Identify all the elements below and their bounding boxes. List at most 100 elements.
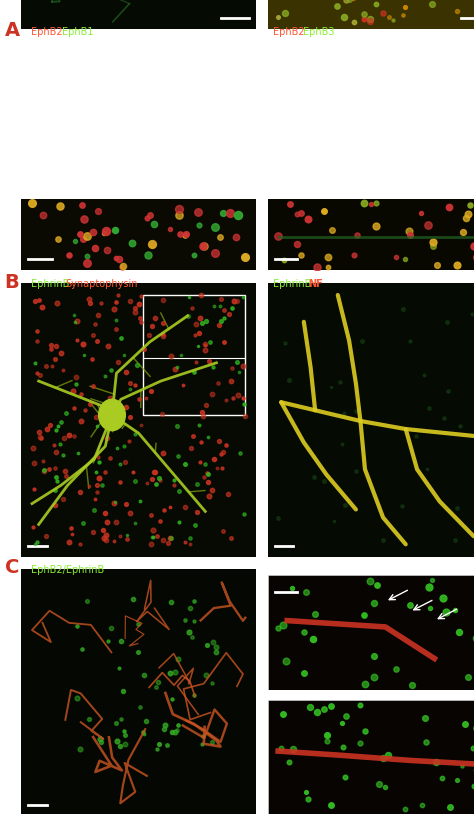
Point	[200, 239, 207, 253]
Point	[197, 435, 205, 449]
Point	[40, 463, 47, 476]
Point	[184, 309, 191, 322]
Point	[51, 461, 59, 475]
Point	[350, 248, 358, 262]
Point	[83, 256, 91, 269]
Point	[219, 445, 227, 459]
Point	[131, 516, 138, 529]
Point	[471, 239, 474, 253]
Point	[172, 361, 179, 375]
Point	[161, 723, 168, 736]
Point	[101, 465, 109, 479]
Point	[327, 799, 335, 812]
Point	[217, 230, 224, 243]
Point	[174, 652, 182, 666]
Text: EphB1: EphB1	[62, 27, 93, 37]
Point	[419, 799, 426, 812]
Point	[126, 295, 134, 308]
Point	[154, 676, 162, 689]
Point	[373, 578, 381, 592]
Text: EphB2/EphrinB: EphB2/EphrinB	[31, 565, 104, 575]
Point	[213, 646, 220, 659]
Point	[83, 249, 91, 263]
Point	[311, 607, 319, 621]
Point	[306, 701, 313, 714]
Point	[392, 251, 400, 264]
Point	[366, 574, 374, 588]
Point	[175, 515, 183, 529]
Point	[360, 12, 368, 26]
Point	[121, 456, 129, 470]
Point	[90, 328, 97, 342]
Point	[62, 470, 70, 483]
Point	[186, 531, 193, 544]
Point	[137, 419, 145, 432]
Point	[224, 487, 232, 500]
Point	[94, 450, 101, 464]
Point	[428, 573, 436, 587]
Point	[116, 475, 124, 489]
Point	[80, 213, 87, 226]
Point	[338, 437, 346, 450]
Point	[91, 504, 98, 517]
Point	[422, 711, 429, 724]
Point	[313, 706, 321, 719]
Point	[202, 314, 210, 327]
Point	[167, 596, 175, 609]
Point	[80, 349, 87, 362]
Point	[106, 391, 114, 405]
Point	[47, 342, 55, 356]
Point	[39, 208, 46, 221]
Point	[56, 438, 64, 451]
Point	[370, 597, 377, 610]
Point	[112, 252, 120, 265]
Point	[159, 293, 167, 306]
Point	[148, 238, 156, 252]
Point	[204, 430, 212, 443]
Point	[216, 434, 223, 447]
Point	[175, 209, 183, 222]
Point	[120, 725, 128, 738]
Point	[461, 717, 469, 730]
Point	[92, 465, 100, 479]
Point	[211, 246, 219, 259]
Point	[198, 406, 205, 419]
Point	[71, 234, 79, 248]
Point	[137, 316, 145, 329]
Point	[304, 792, 312, 805]
Point	[191, 328, 198, 342]
Point	[70, 401, 78, 415]
Point	[121, 738, 129, 751]
Point	[371, 649, 378, 662]
Point	[30, 482, 38, 495]
Point	[148, 319, 155, 332]
Point	[182, 228, 190, 241]
Point	[110, 534, 118, 548]
Point	[462, 212, 469, 225]
Point	[175, 202, 182, 215]
Point	[455, 626, 463, 639]
Point	[360, 7, 368, 21]
Point	[113, 735, 121, 748]
Point	[466, 199, 474, 212]
Point	[427, 602, 434, 615]
Point	[94, 308, 101, 322]
Point	[33, 324, 41, 337]
Point	[173, 361, 181, 374]
Point	[86, 397, 94, 411]
Point	[115, 289, 122, 302]
Text: EphB2: EphB2	[273, 27, 304, 37]
Point	[95, 455, 103, 469]
Text: EphB3: EphB3	[303, 27, 335, 37]
Point	[140, 668, 148, 681]
Point	[361, 725, 369, 738]
Point	[208, 676, 215, 690]
Point	[234, 209, 242, 222]
Point	[36, 430, 44, 444]
Point	[325, 260, 332, 273]
Point	[36, 369, 44, 382]
Point	[71, 430, 78, 443]
Point	[220, 335, 228, 348]
Point	[324, 250, 332, 263]
Point	[385, 10, 393, 23]
